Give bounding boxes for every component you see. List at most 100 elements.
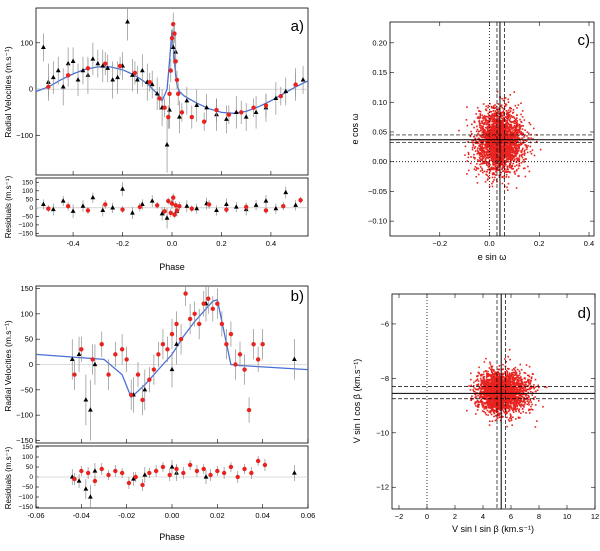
posterior-sample: [514, 126, 517, 129]
posterior-sample: [486, 143, 488, 145]
posterior-sample: [505, 109, 508, 112]
posterior-sample: [481, 114, 484, 117]
posterior-sample: [487, 398, 490, 401]
posterior-sample: [508, 115, 510, 118]
posterior-sample: [495, 371, 498, 374]
posterior-sample: [510, 383, 513, 386]
red-data-point: [79, 468, 84, 474]
posterior-sample: [500, 155, 503, 158]
posterior-sample: [513, 124, 516, 127]
posterior-sample: [507, 114, 509, 116]
posterior-sample: [512, 111, 515, 114]
posterior-sample: [479, 126, 481, 129]
posterior-sample: [503, 163, 505, 166]
posterior-sample: [484, 126, 487, 129]
posterior-sample: [505, 173, 508, 176]
black-data-point: [169, 464, 175, 469]
y-tick-label: −0.05: [368, 187, 387, 196]
posterior-sample: [491, 116, 494, 118]
posterior-sample: [493, 179, 495, 181]
posterior-sample: [518, 128, 521, 131]
posterior-sample: [494, 174, 497, 176]
black-data-point: [60, 198, 66, 203]
posterior-sample: [483, 149, 486, 152]
posterior-sample: [482, 142, 484, 145]
black-data-point: [233, 204, 239, 209]
posterior-sample: [496, 153, 499, 155]
y-tick-label: 50: [26, 197, 34, 204]
red-data-point: [172, 212, 177, 217]
posterior-sample: [486, 169, 489, 171]
red-data-point: [224, 207, 229, 212]
posterior-sample: [473, 387, 475, 389]
posterior-sample: [475, 405, 477, 407]
posterior-sample: [493, 131, 496, 134]
posterior-sample: [518, 144, 520, 147]
posterior-sample: [486, 164, 488, 167]
posterior-sample: [479, 139, 482, 142]
red-data-point: [119, 347, 125, 352]
black-data-point: [253, 109, 259, 114]
black-data-point: [92, 361, 98, 367]
posterior-sample: [506, 145, 509, 148]
black-data-point: [130, 72, 135, 77]
posterior-sample: [516, 131, 519, 134]
posterior-sample: [476, 149, 479, 151]
posterior-sample: [502, 142, 504, 144]
posterior-sample: [483, 170, 486, 173]
posterior-sample: [479, 155, 482, 158]
posterior-sample: [520, 143, 523, 145]
posterior-sample: [481, 167, 483, 170]
posterior-sample: [508, 119, 511, 122]
posterior-sample: [473, 381, 475, 384]
posterior-sample: [480, 398, 483, 401]
posterior-sample: [509, 94, 512, 96]
posterior-sample: [517, 134, 520, 137]
red-data-point: [167, 91, 172, 97]
posterior-sample: [501, 164, 504, 166]
posterior-sample: [506, 125, 509, 128]
posterior-sample: [492, 118, 494, 120]
red-data-point: [113, 352, 118, 357]
posterior-sample: [491, 173, 494, 176]
black-data-point: [263, 198, 269, 203]
panel-b-x-axis-label: Phase: [159, 532, 185, 542]
panel-b-rv-y-axis-label: Radial Velocities (m.s⁻¹): [3, 320, 13, 412]
posterior-sample: [505, 112, 508, 115]
posterior-sample: [488, 405, 490, 407]
posterior-sample: [504, 151, 506, 153]
posterior-sample: [529, 150, 532, 153]
posterior-sample: [492, 137, 495, 140]
posterior-sample: [501, 154, 504, 157]
panel-a-x-axis-label: Phase: [159, 262, 185, 272]
posterior-sample: [509, 129, 511, 132]
posterior-sample: [507, 176, 510, 178]
posterior-sample: [514, 104, 517, 107]
posterior-sample: [509, 382, 512, 384]
posterior-sample: [511, 165, 514, 168]
posterior-sample: [513, 145, 516, 148]
posterior-sample: [519, 372, 521, 375]
posterior-sample: [493, 159, 495, 162]
posterior-sample: [524, 175, 527, 178]
posterior-sample: [486, 398, 489, 400]
posterior-sample: [510, 419, 513, 422]
posterior-sample: [502, 154, 505, 156]
posterior-sample: [502, 119, 505, 121]
posterior-sample: [468, 385, 470, 387]
posterior-sample: [505, 159, 507, 162]
posterior-sample: [489, 368, 492, 371]
y-tick-label: 100: [20, 309, 33, 318]
posterior-sample: [479, 158, 481, 160]
posterior-sample: [532, 386, 535, 388]
posterior-sample: [484, 116, 487, 119]
posterior-sample: [496, 109, 499, 111]
posterior-sample: [501, 115, 504, 117]
posterior-sample: [525, 364, 528, 366]
posterior-sample: [502, 144, 505, 146]
black-data-point: [88, 494, 93, 499]
posterior-sample: [501, 182, 504, 185]
posterior-sample: [505, 375, 507, 378]
posterior-sample: [512, 144, 514, 146]
